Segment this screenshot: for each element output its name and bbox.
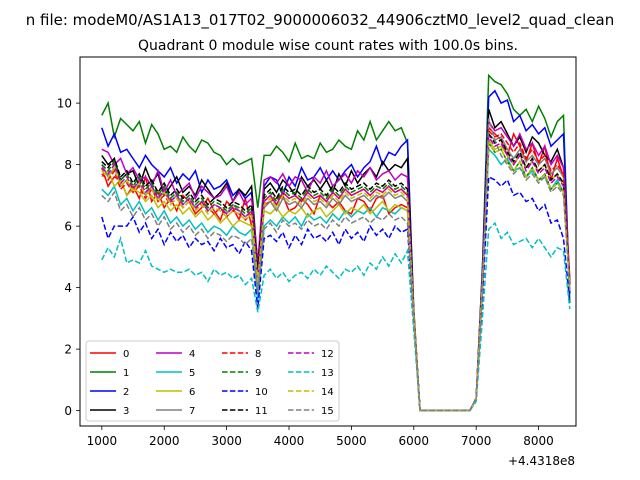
y-tick-label: 2 — [64, 343, 72, 357]
x-tick-label: 5000 — [336, 434, 367, 448]
x-tick-label: 8000 — [523, 434, 554, 448]
series-line-6 — [101, 137, 571, 412]
x-tick-label: 1000 — [87, 434, 118, 448]
series-line-14 — [101, 140, 571, 412]
figure-suptitle: n file: modeM0/AS1A13_017T02_9000006032_… — [26, 11, 615, 30]
legend-label-15: 15 — [321, 406, 334, 417]
series-line-5 — [101, 147, 571, 412]
series-line-12 — [101, 134, 571, 412]
x-tick-label: 4000 — [274, 434, 305, 448]
series-line-9 — [101, 140, 571, 412]
legend-label-2: 2 — [123, 387, 129, 398]
series-line-4 — [101, 119, 571, 412]
legend-label-4: 4 — [189, 349, 195, 360]
y-tick-label: 8 — [64, 158, 72, 172]
legend-label-3: 3 — [123, 406, 129, 417]
legend-label-8: 8 — [255, 349, 261, 360]
series-line-13 — [101, 221, 571, 412]
legend-box — [85, 340, 340, 422]
legend-label-6: 6 — [189, 387, 195, 398]
y-tick-label: 0 — [64, 404, 72, 418]
series-line-1 — [101, 73, 571, 412]
legend-label-7: 7 — [189, 406, 195, 417]
x-tick-label: 6000 — [399, 434, 430, 448]
legend-label-5: 5 — [189, 368, 195, 379]
x-axis-offset-label: +4.4318e8 — [508, 454, 575, 468]
series-line-10 — [101, 175, 571, 412]
legend-label-1: 1 — [123, 368, 129, 379]
legend-label-14: 14 — [321, 387, 334, 398]
x-tick-label: 2000 — [149, 434, 180, 448]
legend-label-11: 11 — [255, 406, 268, 417]
x-tick-label: 7000 — [461, 434, 492, 448]
x-tick-label: 3000 — [211, 434, 242, 448]
series-line-2 — [101, 89, 571, 412]
axes-frame — [79, 56, 577, 427]
y-tick-label: 6 — [64, 220, 72, 234]
legend-label-13: 13 — [321, 368, 334, 379]
series-line-11 — [101, 131, 571, 412]
series-line-7 — [101, 132, 571, 412]
legend-label-9: 9 — [255, 368, 261, 379]
y-tick-label: 4 — [64, 281, 72, 295]
legend-label-10: 10 — [255, 387, 268, 398]
x-axis: 1000 2000 3000 4000 5000 6000 7000 8000 — [87, 426, 554, 448]
plot-area — [101, 73, 571, 412]
y-axis: 0 2 4 6 8 10 — [57, 97, 80, 418]
legend-label-0: 0 — [123, 349, 129, 360]
chart-title: Quadrant 0 module wise count rates with … — [138, 38, 518, 54]
y-tick-label: 10 — [57, 97, 72, 111]
legend-label-12: 12 — [321, 349, 334, 360]
